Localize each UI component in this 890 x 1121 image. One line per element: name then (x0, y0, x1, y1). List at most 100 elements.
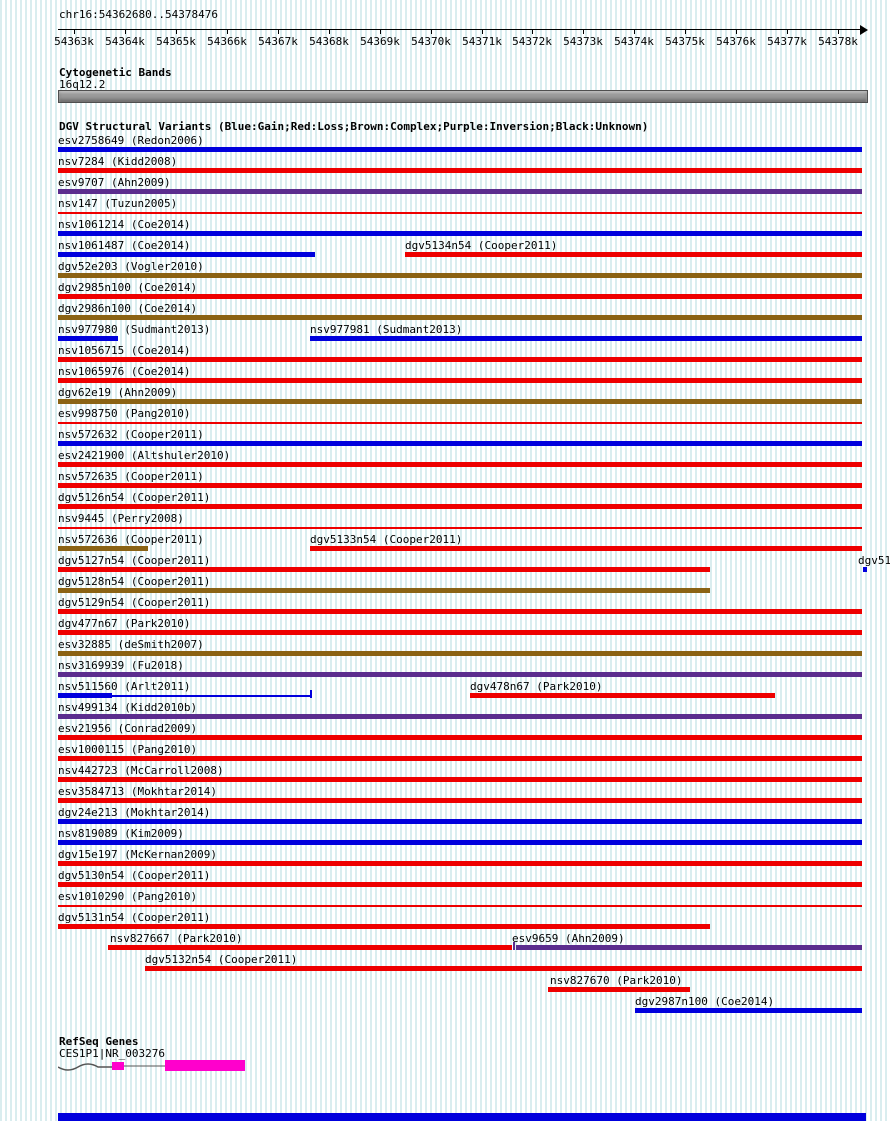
variant-label[interactable]: dgv477n67 (Park2010) (58, 617, 191, 630)
variant-bar[interactable] (58, 905, 862, 907)
gene-structure[interactable] (58, 1057, 258, 1075)
variant-label[interactable]: dgv15e197 (McKernan2009) (58, 848, 217, 861)
variant-label[interactable]: dgv5130n54 (Cooper2011) (58, 869, 211, 882)
variant-bar[interactable] (108, 945, 512, 950)
refseq-gene-label[interactable]: CES1P1|NR_003276 (59, 1047, 165, 1060)
variant-bar[interactable] (310, 336, 862, 341)
variant-label[interactable]: dgv5134n54 (Cooper2011) (405, 239, 558, 252)
variant-label[interactable]: nsv511560 (Arlt2011) (58, 680, 191, 693)
variant-label[interactable]: nsv3169939 (Fu2018) (58, 659, 184, 672)
variant-label[interactable]: esv998750 (Pang2010) (58, 407, 191, 420)
variant-bar[interactable] (58, 527, 862, 529)
variant-label[interactable]: nsv442723 (McCarroll2008) (58, 764, 224, 777)
variant-bar[interactable] (58, 882, 862, 887)
variant-bar[interactable] (58, 567, 710, 572)
variant-label[interactable]: nsv572632 (Cooper2011) (58, 428, 204, 441)
variant-bar[interactable] (58, 399, 862, 404)
variant-label[interactable]: esv1010290 (Pang2010) (58, 890, 198, 903)
variant-label[interactable]: dgv5132n54 (Cooper2011) (145, 953, 298, 966)
variant-bar[interactable] (516, 945, 862, 950)
variant-label[interactable]: dgv51 (858, 554, 890, 567)
variant-bar[interactable] (58, 315, 862, 320)
variant-bar[interactable] (145, 966, 862, 971)
variant-label[interactable]: dgv5128n54 (Cooper2011) (58, 575, 211, 588)
variant-label[interactable]: esv9707 (Ahn2009) (58, 176, 171, 189)
variant-label[interactable]: esv9659 (Ahn2009) (512, 932, 625, 945)
variant-label[interactable]: nsv572636 (Cooper2011) (58, 533, 204, 546)
variant-label[interactable]: esv2758649 (Redon2006) (58, 134, 204, 147)
variant-bar[interactable] (58, 819, 862, 824)
variant-bar[interactable] (58, 777, 862, 782)
variant-bar[interactable] (635, 1008, 862, 1013)
variant-label[interactable]: esv2421900 (Altshuler2010) (58, 449, 231, 462)
variant-label[interactable]: dgv62e19 (Ahn2009) (58, 386, 178, 399)
variant-label[interactable]: nsv499134 (Kidd2010b) (58, 701, 198, 714)
variant-bar[interactable] (58, 273, 862, 278)
variant-bar[interactable] (58, 294, 862, 299)
variant-label[interactable]: nsv1061487 (Coe2014) (58, 239, 191, 252)
variant-bar[interactable] (58, 588, 710, 593)
variant-label[interactable]: dgv24e213 (Mokhtar2014) (58, 806, 211, 819)
variant-label[interactable]: dgv2986n100 (Coe2014) (58, 302, 198, 315)
variant-label[interactable]: dgv5126n54 (Cooper2011) (58, 491, 211, 504)
variant-label[interactable]: dgv2987n100 (Coe2014) (635, 995, 775, 1008)
variant-bar[interactable] (58, 147, 862, 152)
variant-bar[interactable] (58, 422, 862, 424)
variant-row: dgv52e203 (Vogler2010) (0, 260, 890, 281)
variant-label[interactable]: nsv9445 (Perry2008) (58, 512, 184, 525)
variant-label[interactable]: dgv5127n54 (Cooper2011) (58, 554, 211, 567)
variant-label[interactable]: esv21956 (Conrad2009) (58, 722, 198, 735)
variant-bar[interactable] (58, 441, 862, 446)
variant-bar[interactable] (58, 651, 862, 656)
variant-label[interactable]: dgv5131n54 (Cooper2011) (58, 911, 211, 924)
variant-bar[interactable] (58, 924, 710, 929)
variant-bar[interactable] (58, 252, 315, 257)
variant-label[interactable]: dgv2985n100 (Coe2014) (58, 281, 198, 294)
variant-label[interactable]: dgv52e203 (Vogler2010) (58, 260, 204, 273)
variant-label[interactable]: nsv827670 (Park2010) (550, 974, 683, 987)
variant-label[interactable]: nsv827667 (Park2010) (110, 932, 243, 945)
variant-label[interactable]: esv32885 (deSmith2007) (58, 638, 204, 651)
variant-bar[interactable] (58, 798, 862, 803)
cytoband-bar[interactable] (58, 90, 868, 103)
variant-bar[interactable] (58, 693, 112, 698)
variant-bar[interactable] (58, 504, 862, 509)
variant-bar[interactable] (470, 693, 775, 698)
variant-bar[interactable] (58, 714, 862, 719)
variant-label[interactable]: nsv147 (Tuzun2005) (58, 197, 178, 210)
variant-label[interactable]: nsv1056715 (Coe2014) (58, 344, 191, 357)
variant-bar[interactable] (58, 336, 118, 341)
variant-bar[interactable] (58, 462, 862, 467)
variant-bar[interactable] (58, 672, 862, 677)
variant-bar[interactable] (58, 546, 148, 551)
variant-label[interactable]: nsv1065976 (Coe2014) (58, 365, 191, 378)
variant-label[interactable]: nsv1061214 (Coe2014) (58, 218, 191, 231)
variant-bar[interactable] (58, 609, 862, 614)
variant-label[interactable]: nsv977981 (Sudmant2013) (310, 323, 463, 336)
variant-bar[interactable] (58, 630, 862, 635)
variant-bar[interactable] (58, 189, 862, 194)
variant-label[interactable]: esv1000115 (Pang2010) (58, 743, 198, 756)
variant-label[interactable]: dgv478n67 (Park2010) (470, 680, 603, 693)
variant-label[interactable]: nsv7284 (Kidd2008) (58, 155, 178, 168)
variant-bar[interactable] (58, 378, 862, 383)
variant-bar[interactable] (58, 483, 862, 488)
variant-label[interactable]: esv3584713 (Mokhtar2014) (58, 785, 217, 798)
variant-label[interactable]: nsv977980 (Sudmant2013) (58, 323, 211, 336)
variant-bar[interactable] (58, 357, 862, 362)
variant-bar[interactable] (58, 840, 862, 845)
variant-label[interactable]: nsv819089 (Kim2009) (58, 827, 184, 840)
variant-bar[interactable] (405, 252, 862, 257)
variant-label[interactable]: dgv5129n54 (Cooper2011) (58, 596, 211, 609)
variant-bar[interactable] (58, 861, 862, 866)
variant-bar[interactable] (548, 987, 690, 992)
variant-bar[interactable] (58, 735, 862, 740)
variant-bar[interactable] (58, 168, 862, 173)
variant-label[interactable]: nsv572635 (Cooper2011) (58, 470, 204, 483)
variant-bar[interactable] (58, 212, 862, 214)
variant-bar[interactable] (863, 567, 867, 572)
variant-bar[interactable] (58, 756, 862, 761)
variant-label[interactable]: dgv5133n54 (Cooper2011) (310, 533, 463, 546)
variant-bar[interactable] (58, 231, 862, 236)
variant-bar[interactable] (310, 546, 862, 551)
